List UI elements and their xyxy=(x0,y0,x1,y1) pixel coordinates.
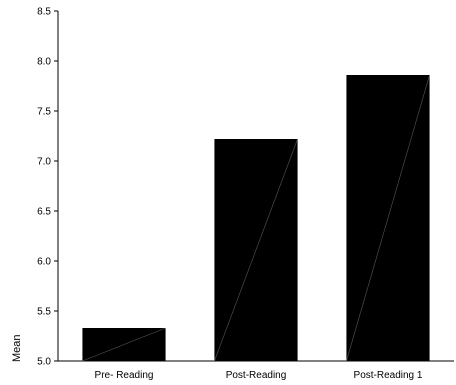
y-tick-label: 7.5 xyxy=(37,107,51,118)
plot-area: 5.0 5.5 6.0 6.5 7.0 7.5 8.0 8.5 Pre- Reading Pos… xyxy=(37,7,454,381)
bars xyxy=(82,74,430,362)
y-tick-label: 5.0 xyxy=(37,357,51,368)
y-tick-label: 6.5 xyxy=(37,207,51,218)
y-ticks: 5.0 5.5 6.0 6.5 7.0 7.5 8.0 8.5 xyxy=(37,7,58,368)
y-axis-title: Mean xyxy=(11,334,23,362)
bar-diagonal xyxy=(346,74,430,362)
x-labels: Pre- Reading Post-Reading Post-Reading 1 xyxy=(95,370,423,381)
y-tick-label: 8.0 xyxy=(37,57,51,68)
x-category-label: Pre- Reading xyxy=(95,370,154,381)
x-category-label: Post-Reading xyxy=(226,370,287,381)
y-tick-label: 5.5 xyxy=(37,307,51,318)
x-category-label: Post-Reading 1 xyxy=(354,370,423,381)
y-tick-label: 7.0 xyxy=(37,157,51,168)
y-tick-label: 6.0 xyxy=(37,257,51,268)
bar-diagonal xyxy=(214,138,298,362)
bar-diagonal xyxy=(82,327,166,362)
y-tick-label: 8.5 xyxy=(37,7,51,18)
